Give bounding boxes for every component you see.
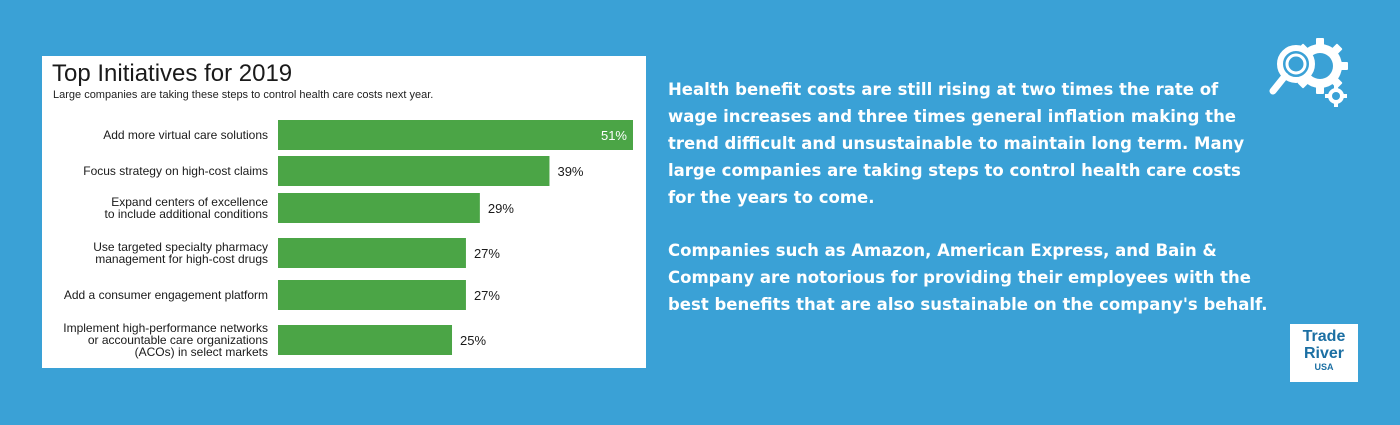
chart-card: Top Initiatives for 2019 Large companies…	[42, 56, 646, 368]
paragraph-2: Companies such as Amazon, American Expre…	[668, 241, 1268, 314]
value-label-4: 27%	[474, 288, 500, 303]
category-label-2-1: to include additional conditions	[105, 207, 268, 221]
category-label-5-1: or accountable care organizations	[88, 333, 268, 347]
bars-layer: 51% Add more virtual care solutions 39% Foc…	[63, 120, 633, 359]
category-label-4-0: Add a consumer engagement platform	[64, 288, 268, 302]
bar-4	[278, 280, 466, 310]
value-label-3: 27%	[474, 246, 500, 261]
category-label-5-0: Implement high-performance networks	[63, 321, 268, 335]
gear-search-icon	[1269, 38, 1348, 107]
description-text: Health benefit costs are still rising at…	[668, 76, 1268, 344]
logo-line-1: Trade	[1302, 328, 1346, 345]
paragraph-1: Health benefit costs are still rising at…	[668, 80, 1245, 207]
bar-0	[278, 120, 633, 150]
category-label-5-2: (ACOs) in select markets	[135, 345, 268, 359]
category-label-0-0: Add more virtual care solutions	[103, 128, 268, 142]
logo-line-3: USA	[1314, 362, 1334, 372]
category-label-3-0: Use targeted specialty pharmacy	[93, 240, 268, 254]
category-label-2-0: Expand centers of excellence	[111, 195, 268, 209]
bar-1	[278, 156, 550, 186]
category-label-3-1: management for high-cost drugs	[95, 252, 268, 266]
bar-2	[278, 193, 480, 223]
category-label-1-0: Focus strategy on high-cost claims	[83, 164, 268, 178]
initiatives-bar-chart: Top Initiatives for 2019 Large companies…	[52, 60, 633, 359]
logo-line-2: River	[1303, 345, 1345, 362]
trade-river-logo: Trade River USA	[1290, 324, 1358, 382]
chart-subtitle: Large companies are taking these steps t…	[53, 89, 433, 101]
value-label-0: 51%	[601, 128, 627, 143]
value-label-5: 25%	[460, 333, 486, 348]
bar-3	[278, 238, 466, 268]
bar-5	[278, 325, 453, 355]
value-label-1: 39%	[557, 164, 583, 179]
chart-title: Top Initiatives for 2019	[52, 60, 292, 87]
value-label-2: 29%	[488, 201, 514, 216]
